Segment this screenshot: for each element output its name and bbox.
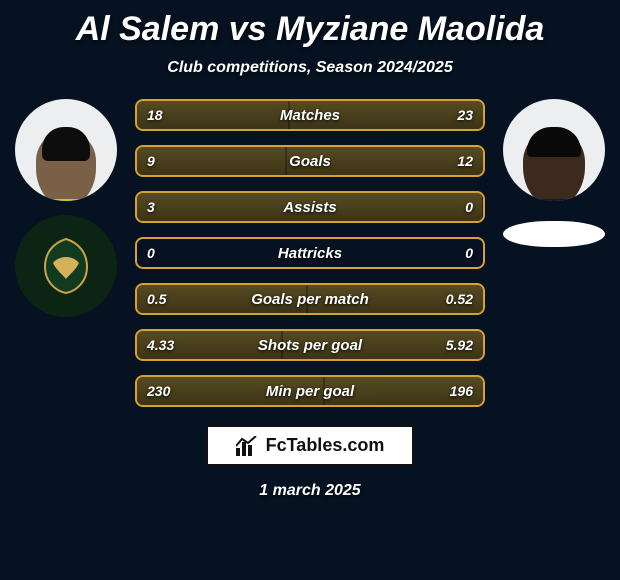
stat-row: Shots per goal4.33 5.92 <box>135 329 485 361</box>
page-title: Al Salem vs Myziane Maolida <box>0 10 620 49</box>
stat-value-right: 12 <box>447 147 483 175</box>
comparison-card: Al Salem vs Myziane Maolida Club competi… <box>0 0 620 580</box>
player-left-avatar <box>15 99 117 201</box>
eagle-icon <box>33 233 99 299</box>
stat-row: Matches18 23 <box>135 99 485 131</box>
stat-value-left: 3 <box>137 193 165 221</box>
club-right-crest <box>503 221 605 247</box>
stat-label: Min per goal <box>137 377 483 405</box>
left-side <box>11 99 121 317</box>
stat-label: Goals <box>137 147 483 175</box>
stat-value-right: 0.52 <box>436 285 483 313</box>
stat-row: Assists3 0 <box>135 191 485 223</box>
stat-value-right: 23 <box>447 101 483 129</box>
player-right-avatar <box>503 99 605 201</box>
stat-value-left: 230 <box>137 377 180 405</box>
stats-column: Matches1823Goals912Assists30Hattricks00G… <box>135 99 485 407</box>
stat-label: Goals per match <box>137 285 483 313</box>
stat-row: Min per goal230 196 <box>135 375 485 407</box>
stat-value-left: 4.33 <box>137 331 184 359</box>
stat-value-left: 0.5 <box>137 285 176 313</box>
stat-label: Hattricks <box>137 239 483 267</box>
club-left-crest <box>15 215 117 317</box>
stat-row: Goals per match0.5 0.52 <box>135 283 485 315</box>
right-side <box>499 99 609 247</box>
stat-value-right: 196 <box>440 377 483 405</box>
subtitle: Club competitions, Season 2024/2025 <box>0 59 620 77</box>
footer: FcTables.com 1 march 2025 <box>0 425 620 500</box>
main-area: Matches1823Goals912Assists30Hattricks00G… <box>0 99 620 407</box>
stat-label: Shots per goal <box>137 331 483 359</box>
stat-row: Hattricks0 0 <box>135 237 485 269</box>
chart-icon <box>236 436 258 456</box>
stat-value-right: 0 <box>455 239 483 267</box>
stat-value-right: 5.92 <box>436 331 483 359</box>
stat-row: Goals9 12 <box>135 145 485 177</box>
stat-label: Matches <box>137 101 483 129</box>
date-text: 1 march 2025 <box>259 482 360 500</box>
stat-value-left: 0 <box>137 239 165 267</box>
player-right-silhouette <box>523 131 585 201</box>
stat-value-right: 0 <box>455 193 483 221</box>
brand-text: FcTables.com <box>266 435 385 456</box>
stat-label: Assists <box>137 193 483 221</box>
player-left-silhouette <box>36 133 96 201</box>
brand-badge: FcTables.com <box>206 425 415 466</box>
stat-value-left: 18 <box>137 101 173 129</box>
stat-value-left: 9 <box>137 147 165 175</box>
